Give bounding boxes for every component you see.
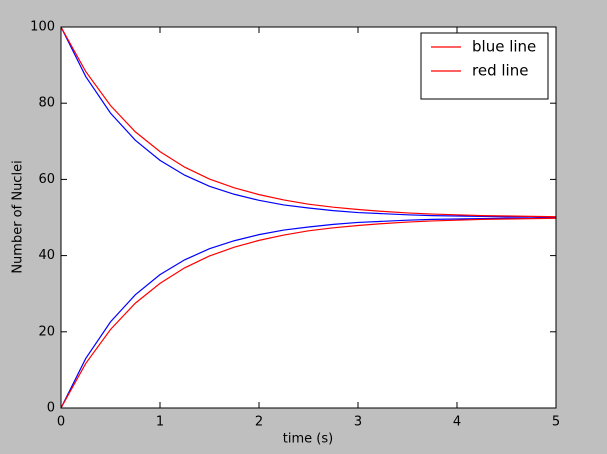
legend-label: red line: [472, 62, 528, 80]
x-axis-label: time (s): [283, 432, 333, 447]
data-line: [60, 217, 557, 409]
y-tick-label: 0: [47, 401, 55, 416]
y-tick-label: 80: [38, 96, 55, 111]
data-line: [60, 26, 557, 218]
x-tick-label: 0: [57, 415, 65, 430]
axes-frame: [60, 26, 557, 409]
x-tick-label: 4: [453, 415, 461, 430]
x-tick-label: 5: [552, 415, 560, 430]
y-tick-label: 100: [30, 20, 55, 35]
y-tick-label: 60: [38, 172, 55, 187]
x-tick-label: 1: [156, 415, 164, 430]
y-axis-label: Number of Nuclei: [11, 160, 26, 273]
x-tick-label: 2: [255, 415, 263, 430]
legend-box: [420, 32, 549, 100]
legend-label: blue line: [472, 38, 536, 56]
x-tick-label: 3: [354, 415, 362, 430]
data-line: [60, 217, 557, 409]
y-tick-label: 20: [38, 324, 55, 339]
y-tick-label: 40: [38, 248, 55, 263]
data-line: [60, 26, 557, 218]
